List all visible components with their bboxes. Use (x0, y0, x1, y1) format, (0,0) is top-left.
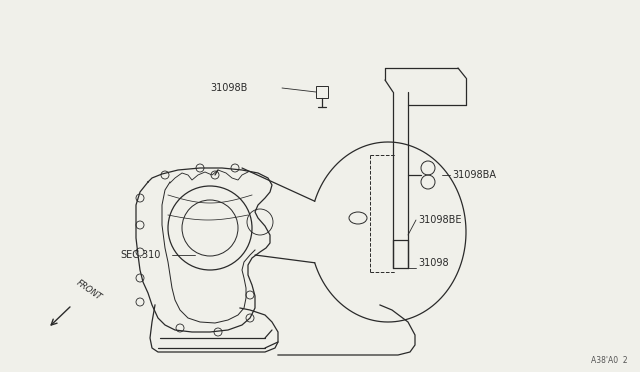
Text: 31098: 31098 (418, 258, 449, 268)
Bar (316, 86, 328, 98)
Text: FRONT: FRONT (75, 278, 104, 302)
Text: 31098BA: 31098BA (452, 170, 496, 180)
Text: A38'A0  2: A38'A0 2 (591, 356, 628, 365)
Text: 31098BE: 31098BE (418, 215, 461, 225)
Text: 31098B: 31098B (211, 83, 248, 93)
Text: SEC.310: SEC.310 (120, 250, 161, 260)
